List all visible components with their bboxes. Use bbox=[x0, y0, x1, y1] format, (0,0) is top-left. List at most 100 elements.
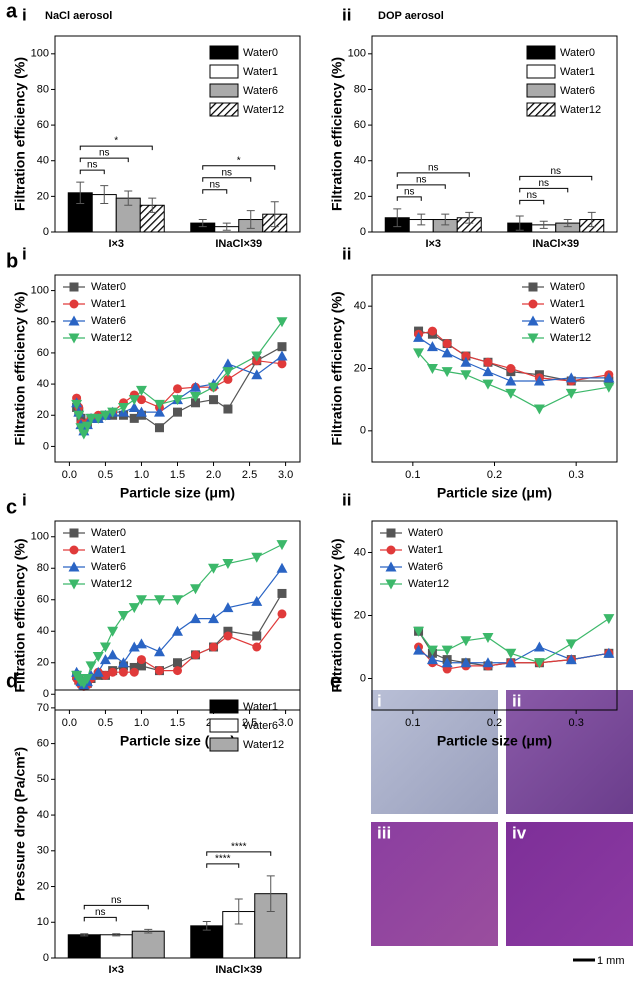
marker bbox=[75, 423, 87, 434]
x-tick-label: INaCl×39 bbox=[532, 238, 579, 250]
significance-label: ns bbox=[209, 179, 220, 190]
y-tick-label: 0 bbox=[360, 226, 366, 238]
legend-label: Water0 bbox=[91, 281, 126, 293]
marker bbox=[71, 399, 83, 410]
legend-label: Water6 bbox=[550, 315, 585, 327]
marker bbox=[222, 367, 234, 378]
marker bbox=[222, 358, 234, 369]
micrograph-label: ii bbox=[512, 691, 521, 710]
plot-frame bbox=[54, 689, 301, 959]
marker bbox=[128, 401, 140, 412]
error-bar bbox=[234, 898, 243, 925]
panel-letter: b bbox=[6, 250, 18, 272]
legend-label: Water0 bbox=[560, 47, 595, 59]
legend-swatch bbox=[526, 64, 556, 79]
marker bbox=[276, 562, 288, 573]
marker bbox=[505, 375, 517, 386]
marker bbox=[118, 667, 128, 677]
significance-bracket bbox=[519, 199, 545, 205]
marker bbox=[426, 645, 438, 656]
x-tick-label: INaCl×39 bbox=[215, 238, 262, 250]
legend-label: Water12 bbox=[560, 104, 601, 116]
significance-bracket bbox=[206, 851, 272, 856]
marker bbox=[461, 351, 471, 361]
legend-label: Water0 bbox=[550, 281, 585, 293]
marker bbox=[223, 374, 233, 384]
marker bbox=[107, 626, 119, 637]
panel-letter: a bbox=[6, 0, 18, 22]
significance-label: ns bbox=[428, 162, 439, 173]
x-tick-label: 2.0 bbox=[206, 469, 221, 481]
error-bar bbox=[76, 181, 85, 204]
legend-marker bbox=[68, 579, 80, 590]
significance-label: ns bbox=[416, 174, 427, 185]
marker bbox=[426, 654, 438, 665]
legend-label: Water12 bbox=[408, 578, 449, 590]
error-bar bbox=[441, 213, 450, 226]
legend-marker bbox=[386, 545, 396, 555]
legend-label: Water6 bbox=[560, 85, 595, 97]
significance-bracket bbox=[206, 863, 240, 868]
marker bbox=[117, 402, 129, 413]
marker bbox=[92, 651, 104, 662]
legend-marker bbox=[386, 528, 396, 538]
marker bbox=[78, 429, 90, 440]
legend-swatch bbox=[209, 45, 239, 60]
significance-label: ns bbox=[95, 907, 106, 918]
marker bbox=[460, 657, 472, 668]
y-tick-label: 10 bbox=[37, 916, 49, 928]
marker bbox=[81, 421, 93, 432]
x-tick-label: 0.1 bbox=[405, 469, 420, 481]
marker bbox=[603, 382, 615, 393]
y-tick-label: 40 bbox=[37, 809, 49, 821]
x-tick-label: 0.5 bbox=[98, 717, 113, 729]
y-axis-title: Pressure drop (Pa/cm²) bbox=[12, 747, 28, 901]
significance-bracket bbox=[396, 172, 470, 177]
subpanel-label: i bbox=[22, 5, 27, 24]
legend-label: Water6 bbox=[91, 315, 126, 327]
error-bar bbox=[515, 215, 524, 231]
legend-marker bbox=[69, 545, 79, 555]
marker bbox=[426, 341, 438, 352]
marker bbox=[460, 370, 472, 381]
error-bar bbox=[144, 928, 153, 934]
marker bbox=[483, 357, 493, 367]
y-tick-label: 0 bbox=[43, 440, 49, 452]
x-tick-label: 0.2 bbox=[487, 717, 502, 729]
y-axis-title: Filtration efficiency (%) bbox=[12, 291, 28, 445]
marker bbox=[442, 339, 452, 349]
legend-label: Water1 bbox=[91, 298, 126, 310]
marker bbox=[153, 399, 165, 410]
y-tick-label: 40 bbox=[354, 546, 366, 558]
marker bbox=[100, 670, 110, 680]
significance-label: ns bbox=[538, 178, 549, 189]
marker bbox=[460, 356, 472, 367]
marker bbox=[533, 375, 545, 386]
legend-swatch bbox=[526, 102, 556, 117]
scale-bar-label: 1 mm bbox=[597, 955, 625, 967]
x-tick-label: 3.0 bbox=[278, 717, 293, 729]
marker bbox=[222, 559, 234, 570]
significance-label: ns bbox=[99, 148, 110, 159]
legend-marker bbox=[68, 333, 80, 344]
marker bbox=[136, 395, 146, 405]
y-tick-label: 80 bbox=[37, 83, 49, 95]
marker bbox=[413, 626, 425, 637]
plot-frame bbox=[371, 35, 618, 233]
marker bbox=[117, 611, 129, 621]
error-bar bbox=[417, 213, 426, 226]
y-tick-label: 100 bbox=[31, 531, 49, 543]
y-tick-label: 60 bbox=[37, 119, 49, 131]
x-tick-label: 0.3 bbox=[569, 469, 584, 481]
error-bar bbox=[539, 220, 548, 229]
y-axis-title: Filtration efficiency (%) bbox=[329, 291, 345, 445]
marker bbox=[565, 388, 577, 399]
y-tick-label: 0 bbox=[360, 425, 366, 437]
y-tick-label: 80 bbox=[354, 83, 366, 95]
legend-label: Water1 bbox=[243, 66, 278, 78]
y-tick-label: 20 bbox=[354, 190, 366, 202]
x-tick-label: 2.5 bbox=[242, 469, 257, 481]
y-tick-label: 60 bbox=[37, 738, 49, 750]
marker bbox=[191, 398, 201, 408]
marker bbox=[251, 369, 263, 380]
